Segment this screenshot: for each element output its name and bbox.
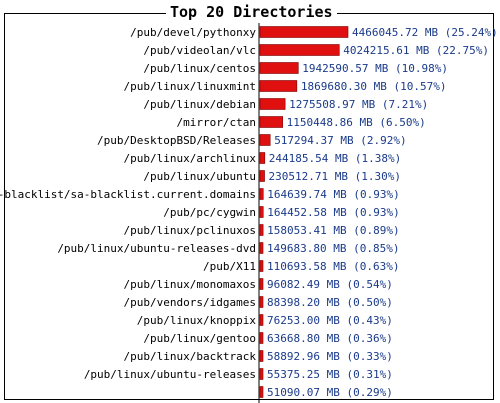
value-label: 149683.80 MB (0.85%) (267, 242, 399, 255)
category-label: /pub/vendors/idgames (124, 296, 256, 309)
bar (259, 62, 299, 74)
bar (259, 26, 349, 38)
value-label: 164639.74 MB (0.93%) (267, 188, 399, 201)
bar (259, 152, 266, 164)
value-label: 88398.20 MB (0.50%) (267, 296, 393, 309)
bar (259, 332, 264, 344)
category-label: /pub/linux/gentoo (143, 332, 256, 345)
category-label: /pub/DesktopBSD/Releases (97, 134, 256, 147)
bar (259, 242, 264, 254)
value-label: 55375.25 MB (0.31%) (267, 368, 393, 381)
category-label: /pub/linux/knoppix (137, 314, 257, 327)
category-label: /pub/linux/ubuntu (143, 170, 256, 183)
chart-title: Top 20 Directories (166, 3, 337, 21)
bar (259, 98, 286, 110)
bar (259, 314, 264, 326)
bar (259, 350, 264, 362)
category-label: /pub/linux/archlinux (124, 152, 257, 165)
value-label: 76253.00 MB (0.43%) (267, 314, 393, 327)
value-label: 63668.80 MB (0.36%) (267, 332, 393, 345)
value-label: 164452.58 MB (0.93%) (267, 206, 399, 219)
category-label: /pub/videolan/vlc (143, 44, 256, 57)
value-label: 244185.54 MB (1.38%) (269, 152, 401, 165)
category-label: /pub/devel/pythonxy (130, 26, 256, 39)
category-label: /pub/linux/pclinuxos (124, 224, 256, 237)
category-label: /pub/linux/backtrack (124, 350, 257, 363)
value-label: 4466045.72 MB (25.24%) (352, 26, 498, 39)
value-label: 1942590.57 MB (10.98%) (302, 62, 448, 75)
bar (259, 386, 264, 398)
category-label: /pub/linux/ubuntu-releases (84, 368, 256, 381)
value-label: 158053.41 MB (0.89%) (267, 224, 399, 237)
value-label: 1869680.30 MB (10.57%) (301, 80, 447, 93)
value-label: 517294.37 MB (2.92%) (274, 134, 406, 147)
value-label: 4024215.61 MB (22.75%) (343, 44, 489, 57)
bar (259, 134, 271, 146)
category-label: /pub/linux/ubuntu-releases-dvd (57, 242, 256, 255)
bar (259, 368, 264, 380)
value-label: 110693.58 MB (0.63%) (267, 260, 399, 273)
category-label: /pub/linux/monomaxos (124, 278, 256, 291)
bar (259, 206, 264, 218)
category-label: /pub/linux/centos (143, 62, 256, 75)
bar (259, 116, 283, 128)
value-label: 1150448.86 MB (6.50%) (287, 116, 426, 129)
value-label: 96082.49 MB (0.54%) (267, 278, 393, 291)
category-label: /pub/linux/linuxmint (124, 80, 256, 93)
bar (259, 188, 264, 200)
bar (259, 278, 264, 290)
bar (259, 296, 264, 308)
value-label: 1275508.97 MB (7.21%) (289, 98, 428, 111)
category-label: /mirror/ctan (177, 116, 256, 129)
category-label: /sa-blacklist/sa-blacklist.current.domai… (0, 188, 256, 201)
value-label: 230512.71 MB (1.30%) (269, 170, 401, 183)
bar (259, 170, 265, 182)
bar (259, 224, 264, 236)
bar (259, 260, 264, 272)
value-label: 58892.96 MB (0.33%) (267, 350, 393, 363)
category-label: /pub/pc/cygwin (163, 206, 256, 219)
value-label: 51090.07 MB (0.29%) (267, 386, 393, 399)
bar (259, 44, 340, 56)
category-label: /pub/X11 (203, 260, 256, 273)
bar (259, 80, 298, 92)
category-label: /pub/linux/debian (143, 98, 256, 111)
